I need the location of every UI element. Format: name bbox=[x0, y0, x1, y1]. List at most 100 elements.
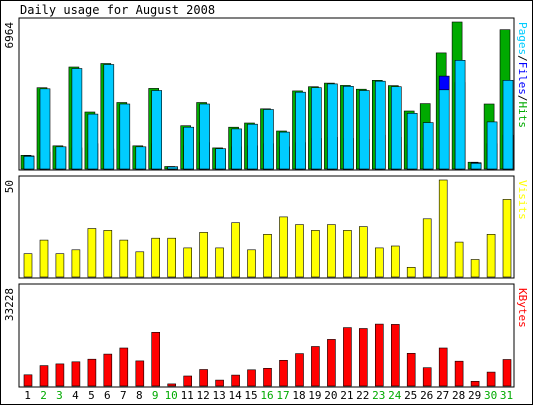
kbytes-legend-part-0: KBytes bbox=[516, 288, 529, 328]
visits-bar-day-8 bbox=[135, 251, 145, 278]
usage-legend-part-1: / bbox=[516, 55, 529, 62]
kbytes-bar-day-8 bbox=[135, 360, 145, 387]
visits-legend-label: Visits bbox=[516, 180, 529, 220]
pages-bar-day-13 bbox=[215, 148, 226, 170]
kbytes-max-label: 33228 bbox=[3, 288, 16, 321]
visits-bar-day-25 bbox=[406, 266, 416, 278]
pages-bar-day-3 bbox=[55, 146, 67, 170]
kbytes-bar-day-23 bbox=[374, 323, 384, 387]
x-tick-label-day-18: 18 bbox=[292, 389, 305, 402]
usage-legend-part-3: / bbox=[516, 95, 529, 102]
visits-bar-day-28 bbox=[454, 241, 464, 278]
visits-bar-day-3 bbox=[55, 253, 65, 278]
x-tick-label-day-11: 11 bbox=[181, 389, 194, 402]
pages-bar-day-28 bbox=[454, 59, 466, 170]
pages-bar-day-15 bbox=[247, 123, 258, 170]
pages-bar-day-24 bbox=[390, 86, 402, 170]
pages-bar-day-21 bbox=[343, 86, 354, 170]
x-tick-label-day-23: 23 bbox=[372, 389, 385, 402]
usage-legend-part-0: Pages bbox=[516, 22, 529, 55]
visits-bar-day-17 bbox=[279, 216, 288, 278]
kbytes-bar-day-1 bbox=[23, 374, 33, 387]
kbytes-bar-day-13 bbox=[215, 379, 224, 387]
kbytes-legend-label: KBytes bbox=[516, 288, 529, 328]
kbytes-bar-day-25 bbox=[406, 352, 416, 387]
kbytes-bar-day-9 bbox=[151, 331, 160, 387]
kbytes-bar-day-26 bbox=[422, 367, 432, 387]
x-tick-label-day-16: 16 bbox=[260, 389, 273, 402]
kbytes-bar-day-29 bbox=[470, 380, 480, 387]
pages-bar-day-11 bbox=[183, 126, 194, 170]
pages-bar-day-29 bbox=[470, 163, 482, 170]
visits-bar-day-16 bbox=[263, 234, 272, 278]
visits-bar-day-15 bbox=[247, 249, 256, 278]
visits-bar-day-6 bbox=[103, 230, 113, 278]
x-tick-label-day-13: 13 bbox=[212, 389, 225, 402]
x-tick-label-day-31: 31 bbox=[500, 389, 513, 402]
chart-title: Daily usage for August 2008 bbox=[20, 3, 215, 17]
visits-bar-day-23 bbox=[374, 247, 384, 278]
visits-bar-day-26 bbox=[422, 218, 432, 278]
kbytes-bar-day-20 bbox=[327, 339, 336, 387]
pages-bar-day-16 bbox=[263, 109, 274, 170]
x-tick-label-day-21: 21 bbox=[340, 389, 353, 402]
x-tick-label-day-6: 6 bbox=[104, 389, 111, 402]
pages-bar-day-26 bbox=[422, 122, 434, 170]
kbytes-bar-day-27 bbox=[438, 347, 448, 387]
kbytes-bar-day-2 bbox=[39, 365, 49, 387]
x-tick-label-day-8: 8 bbox=[136, 389, 143, 402]
kbytes-bar-day-3 bbox=[55, 363, 65, 387]
x-tick-label-day-4: 4 bbox=[72, 389, 79, 402]
kbytes-bar-day-22 bbox=[358, 328, 368, 387]
pages-bar-day-18 bbox=[295, 91, 306, 170]
pages-bar-day-27 bbox=[438, 89, 450, 170]
pages-bar-day-20 bbox=[327, 83, 338, 170]
pages-bar-day-2 bbox=[39, 88, 51, 170]
x-tick-label-day-10: 10 bbox=[165, 389, 178, 402]
kbytes-bar-day-4 bbox=[71, 361, 81, 387]
x-tick-label-day-9: 9 bbox=[152, 389, 159, 402]
visits-bar-day-29 bbox=[470, 259, 480, 278]
pages-bar-day-19 bbox=[311, 87, 322, 170]
kbytes-bar-day-31 bbox=[502, 359, 512, 387]
kbytes-bar-day-15 bbox=[247, 369, 256, 387]
visits-bar-day-30 bbox=[486, 234, 496, 278]
pages-bar-day-25 bbox=[406, 113, 418, 170]
usage-legend-part-4: Hits bbox=[516, 102, 529, 129]
visits-bar-day-10 bbox=[167, 237, 176, 278]
pages-bar-day-31 bbox=[502, 80, 514, 170]
kbytes-bar-day-12 bbox=[199, 369, 208, 387]
x-tick-label-day-3: 3 bbox=[56, 389, 63, 402]
kbytes-bar-day-7 bbox=[119, 347, 129, 387]
x-tick-label-day-27: 27 bbox=[436, 389, 449, 402]
x-tick-label-day-1: 1 bbox=[24, 389, 31, 402]
pages-bar-day-23 bbox=[374, 80, 386, 170]
kbytes-bar-day-6 bbox=[103, 353, 113, 387]
visits-legend-part-0: Visits bbox=[516, 180, 529, 220]
pages-bar-day-22 bbox=[358, 90, 370, 170]
visits-bar-day-12 bbox=[199, 232, 208, 278]
visits-bar-day-4 bbox=[71, 249, 81, 278]
pages-bar-day-9 bbox=[151, 90, 162, 170]
kbytes-bar-day-10 bbox=[167, 383, 176, 387]
visits-bar-day-27 bbox=[438, 179, 448, 278]
pages-bar-day-30 bbox=[486, 121, 498, 170]
visits-bar-day-9 bbox=[151, 237, 160, 278]
x-tick-label-day-28: 28 bbox=[452, 389, 465, 402]
visits-bar-day-22 bbox=[358, 226, 368, 278]
usage-legend-label: Pages/Files/Hits bbox=[516, 22, 529, 128]
kbytes-bar-day-18 bbox=[295, 353, 304, 387]
visits-bar-day-1 bbox=[23, 253, 33, 278]
x-tick-label-day-22: 22 bbox=[356, 389, 369, 402]
pages-bar-day-12 bbox=[199, 103, 210, 170]
visits-bar-day-18 bbox=[295, 224, 304, 278]
visits-bar-day-7 bbox=[119, 239, 129, 278]
visits-bar-day-31 bbox=[502, 199, 512, 278]
x-tick-label-day-14: 14 bbox=[228, 389, 242, 402]
pages-bar-day-5 bbox=[87, 113, 99, 170]
pages-bar-day-17 bbox=[279, 131, 290, 170]
usage-legend-part-2: Files bbox=[516, 62, 529, 95]
x-tick-label-day-7: 7 bbox=[120, 389, 127, 402]
kbytes-bar-day-21 bbox=[343, 327, 352, 387]
